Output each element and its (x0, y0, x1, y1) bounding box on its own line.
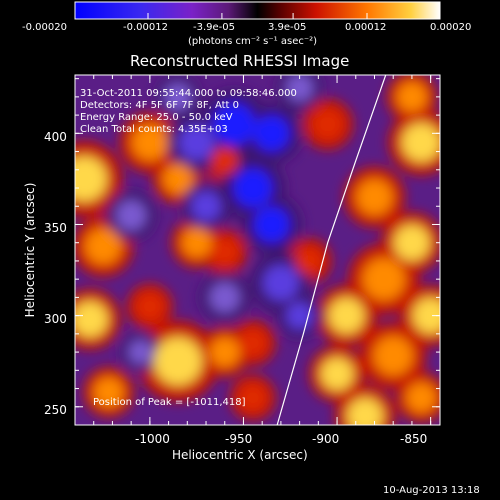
heatmap-blob (253, 115, 290, 152)
heatmap-blob (239, 384, 267, 412)
heatmap-blob (131, 124, 168, 161)
heatmap-blob (262, 264, 299, 301)
heatmap-blob (128, 340, 153, 365)
colorbar-unit-label: (photons cm⁻² s⁻¹ asec⁻²) (188, 36, 318, 47)
x-axis-label: Heliocentric X (arcsec) (172, 448, 308, 462)
heatmap-blob (213, 103, 256, 146)
x-tick-label: -950 (225, 432, 253, 446)
colorbar-ticks (74, 13, 441, 19)
heatmap-blob (164, 83, 192, 111)
heatmap-blob (211, 238, 239, 266)
heatmap-blob (362, 258, 405, 301)
heatmap-blob (93, 377, 124, 408)
annotation-energy: Energy Range: 25.0 - 50.0 keV (80, 112, 233, 123)
heatmap-blob (136, 293, 164, 320)
y-tick-label: 300 (44, 312, 67, 326)
heatmap-blob (75, 156, 107, 202)
annotation-peak: Position of Peak = [-1011,418] (93, 397, 246, 408)
heatmap-blob (347, 397, 384, 425)
colorbar-tick-label: 0.00020 (430, 22, 472, 33)
heatmap-blobs (75, 75, 440, 425)
colorbar-tick-label: -0.00020 (22, 22, 67, 33)
heatmap-blob (209, 337, 240, 368)
y-tick-label: 350 (44, 221, 67, 235)
x-tick-label: -850 (400, 432, 428, 446)
colorbar-tick-label: 3.9e-05 (268, 22, 307, 33)
colorbar-gradient (74, 1, 441, 20)
heatmap-blob (85, 228, 122, 265)
heatmap-blob (320, 357, 354, 391)
heatmap-blob (286, 75, 314, 102)
y-tick-label: 250 (44, 403, 67, 417)
heatmap-blob (181, 227, 212, 258)
heatmap-blob (373, 336, 413, 376)
heatmap-blob (116, 200, 147, 231)
plot-frame (74, 74, 441, 426)
colorbar-tick-label: -0.00012 (123, 22, 168, 33)
y-tick-label: 400 (44, 130, 67, 144)
heatmap-blob (153, 337, 202, 386)
annotation-detectors: Detectors: 4F 5F 6F 7F 8F, Att 0 (80, 100, 240, 111)
heatmap-blob (401, 122, 440, 162)
heatmap-blob (253, 206, 290, 243)
heatmap-blob (312, 109, 343, 140)
chart-title: Reconstructed RHESSI Image (130, 52, 350, 70)
y-axis-label: Heliocentric Y (arcsec) (23, 182, 37, 318)
heatmap-blob (406, 382, 437, 413)
colorbar-tick-label: 0.00012 (345, 22, 387, 33)
x-tick-label: -900 (312, 432, 340, 446)
heatmap-blob (178, 124, 215, 161)
heatmap-blob (295, 247, 323, 275)
heatmap-blob (356, 179, 393, 216)
heatmap-blob (211, 147, 239, 175)
heatmap-blob (412, 297, 440, 334)
solar-limb-line (276, 75, 387, 425)
heatmap-blob (239, 329, 267, 357)
heatmap-blob (75, 301, 108, 338)
heatmap-blob (162, 163, 193, 194)
annotation-method: Clean Total counts: 4.35E+03 (80, 124, 228, 135)
heatmap-blob (191, 191, 221, 222)
heatmap-blob (209, 282, 240, 313)
heatmap-blob (396, 81, 427, 112)
annotation-time: 31-Oct-2011 09:55:44.000 to 09:58:46.000 (80, 88, 297, 99)
footer-date: 10-Aug-2013 13:18 (383, 485, 480, 496)
axis-ticks (74, 75, 440, 426)
heatmap-blob (393, 224, 430, 261)
heatmap-blob (233, 168, 273, 208)
heatmap-blob (328, 297, 365, 334)
x-tick-label: -1000 (135, 432, 170, 446)
colorbar (74, 1, 441, 20)
colorbar-tick-label: -3.9e-05 (193, 22, 235, 33)
heatmap-blob (286, 302, 314, 330)
